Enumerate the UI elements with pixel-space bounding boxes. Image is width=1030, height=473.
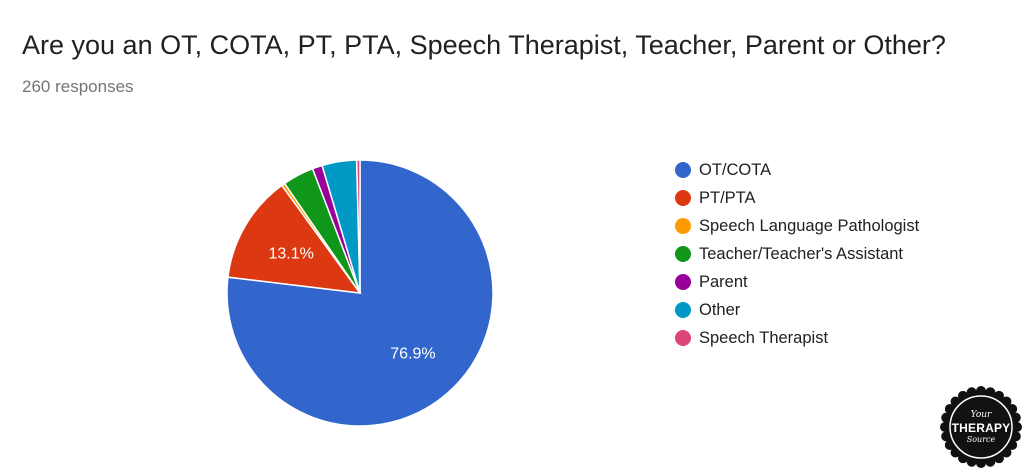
your-therapy-source-logo: Your THERAPY Source [940,386,1022,468]
legend-label: Speech Therapist [699,328,829,347]
logo-line-2: THERAPY [951,420,1011,435]
response-count: 260 responses [22,77,134,96]
legend-item: Speech Therapist [675,324,919,352]
legend-swatch [675,162,691,178]
legend-item: PT/PTA [675,184,919,212]
legend-swatch [675,274,691,290]
slice-label: 13.1% [268,246,313,263]
slice-label: 76.9% [390,346,435,363]
legend-label: Speech Language Pathologist [699,216,920,235]
legend-label: Parent [699,272,748,291]
legend-swatch [675,218,691,234]
legend-swatch [675,246,691,262]
legend-label: Other [699,300,741,319]
legend-item: Parent [675,268,919,296]
logo-line-1: Your [970,409,992,420]
legend-swatch [675,190,691,206]
chart-title: Are you an OT, COTA, PT, PTA, Speech The… [22,30,946,60]
legend-swatch [675,302,691,318]
legend-swatch [675,330,691,346]
legend-item: Teacher/Teacher's Assistant [675,240,919,268]
legend-label: OT/COTA [699,160,772,179]
legend-label: Teacher/Teacher's Assistant [699,244,904,263]
legend-label: PT/PTA [699,188,756,207]
pie-slice-speech-therapist [355,159,361,294]
legend-item: Speech Language Pathologist [675,212,919,240]
logo-line-3: Source [966,434,996,444]
legend-item: Other [675,296,919,324]
chart-legend: OT/COTA PT/PTA Speech Language Pathologist… [675,156,919,352]
legend-item: OT/COTA [675,156,919,184]
pie-slice-pt-pta [227,184,362,294]
